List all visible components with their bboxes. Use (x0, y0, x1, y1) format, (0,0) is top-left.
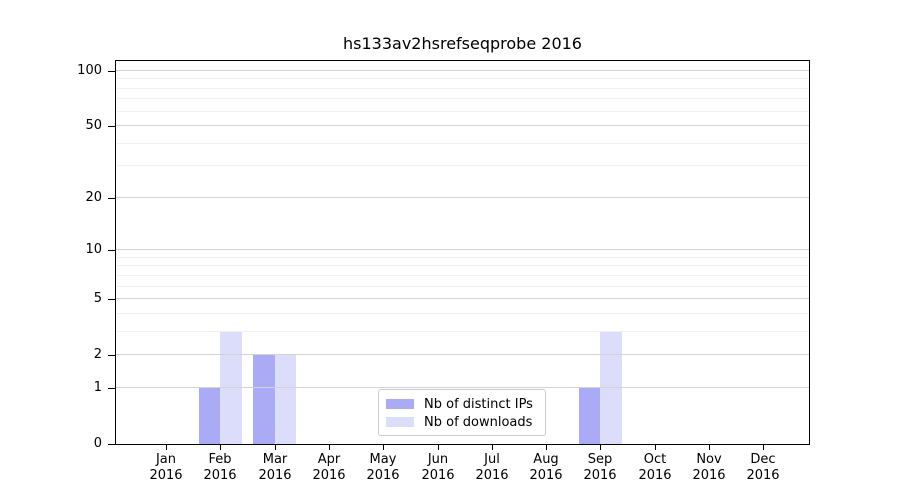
bar-distinct-ips-feb (198, 387, 221, 444)
y-tick-label-100: 100 (77, 63, 102, 78)
x-tick-mark-jul (492, 445, 493, 450)
x-tick-label-jan: Jan 2016 (149, 452, 183, 483)
x-tick-mark-apr (329, 445, 330, 450)
x-tick-mark-jan (166, 445, 167, 450)
plot-area (115, 60, 810, 445)
y-tick-mark-0 (108, 444, 115, 445)
legend-label-downloads: Nb of downloads (424, 414, 533, 430)
y-tick-mark-2 (108, 355, 115, 356)
x-tick-label-apr: Apr 2016 (312, 452, 346, 483)
x-tick-label-dec: Dec 2016 (746, 452, 780, 483)
x-tick-mark-feb (220, 445, 221, 450)
x-tick-mark-jun (438, 445, 439, 450)
y-tick-mark-50 (108, 126, 115, 127)
bar-distinct-ips-mar (252, 355, 275, 444)
y-tick-mark-20 (108, 198, 115, 199)
x-tick-label-feb: Feb 2016 (203, 452, 237, 483)
legend-label-distinct-ips: Nb of distinct IPs (424, 396, 533, 412)
x-tick-label-oct: Oct 2016 (638, 452, 672, 483)
bar-distinct-ips-sep (578, 387, 601, 444)
gridline-major-1 (116, 386, 809, 388)
gridline-minor-4 (116, 312, 809, 314)
bar-downloads-sep (600, 331, 623, 444)
chart-title: hs133av2hsrefseqprobe 2016 (343, 34, 582, 53)
gridline-minor-70 (116, 98, 809, 100)
gridline-minor-30 (116, 165, 809, 167)
gridline-minor-7 (116, 274, 809, 276)
y-tick-label-2: 2 (93, 347, 102, 362)
y-tick-label-0: 0 (93, 436, 102, 451)
gridline-minor-9 (116, 256, 809, 258)
x-tick-mark-aug (546, 445, 547, 450)
gridline-major-5 (116, 298, 809, 300)
x-tick-mark-nov (709, 445, 710, 450)
y-tick-mark-10 (108, 250, 115, 251)
bar-downloads-feb (220, 331, 242, 444)
x-tick-mark-sep (600, 445, 601, 450)
gridline-minor-60 (116, 110, 809, 112)
x-tick-label-mar: Mar 2016 (258, 452, 292, 483)
x-tick-mark-dec (763, 445, 764, 450)
x-tick-label-jun: Jun 2016 (421, 452, 455, 483)
y-tick-label-20: 20 (85, 190, 102, 205)
y-tick-label-10: 10 (85, 242, 102, 257)
gridline-minor-8 (116, 265, 809, 267)
y-tick-label-1: 1 (93, 380, 102, 395)
legend-swatch-downloads (386, 417, 414, 427)
x-tick-label-aug: Aug 2016 (529, 452, 563, 483)
gridline-major-2 (116, 354, 809, 356)
gridline-minor-40 (116, 142, 809, 144)
x-tick-label-may: May 2016 (366, 452, 400, 483)
gridline-minor-80 (116, 87, 809, 89)
y-tick-label-5: 5 (93, 291, 102, 306)
gridline-minor-3 (116, 330, 809, 332)
x-tick-label-nov: Nov 2016 (692, 452, 726, 483)
y-tick-label-50: 50 (85, 118, 102, 133)
bar-downloads-mar (274, 355, 297, 444)
gridline-minor-90 (116, 78, 809, 80)
gridline-major-100 (116, 69, 809, 71)
x-tick-mark-oct (655, 445, 656, 450)
legend-item-distinct-ips: Nb of distinct IPs (386, 395, 545, 413)
legend-swatch-distinct-ips (386, 399, 414, 409)
x-tick-label-jul: Jul 2016 (475, 452, 509, 483)
legend-item-downloads: Nb of downloads (386, 413, 545, 431)
x-tick-mark-mar (275, 445, 276, 450)
gridline-major-20 (116, 196, 809, 198)
gridline-major-10 (116, 249, 809, 251)
gridline-major-50 (116, 125, 809, 126)
y-tick-mark-1 (108, 388, 115, 389)
legend: Nb of distinct IPs Nb of downloads (378, 389, 546, 436)
x-tick-mark-may (383, 445, 384, 450)
x-tick-label-sep: Sep 2016 (583, 452, 617, 483)
y-tick-mark-100 (108, 71, 115, 72)
y-tick-mark-5 (108, 299, 115, 300)
gridline-minor-6 (116, 285, 809, 287)
